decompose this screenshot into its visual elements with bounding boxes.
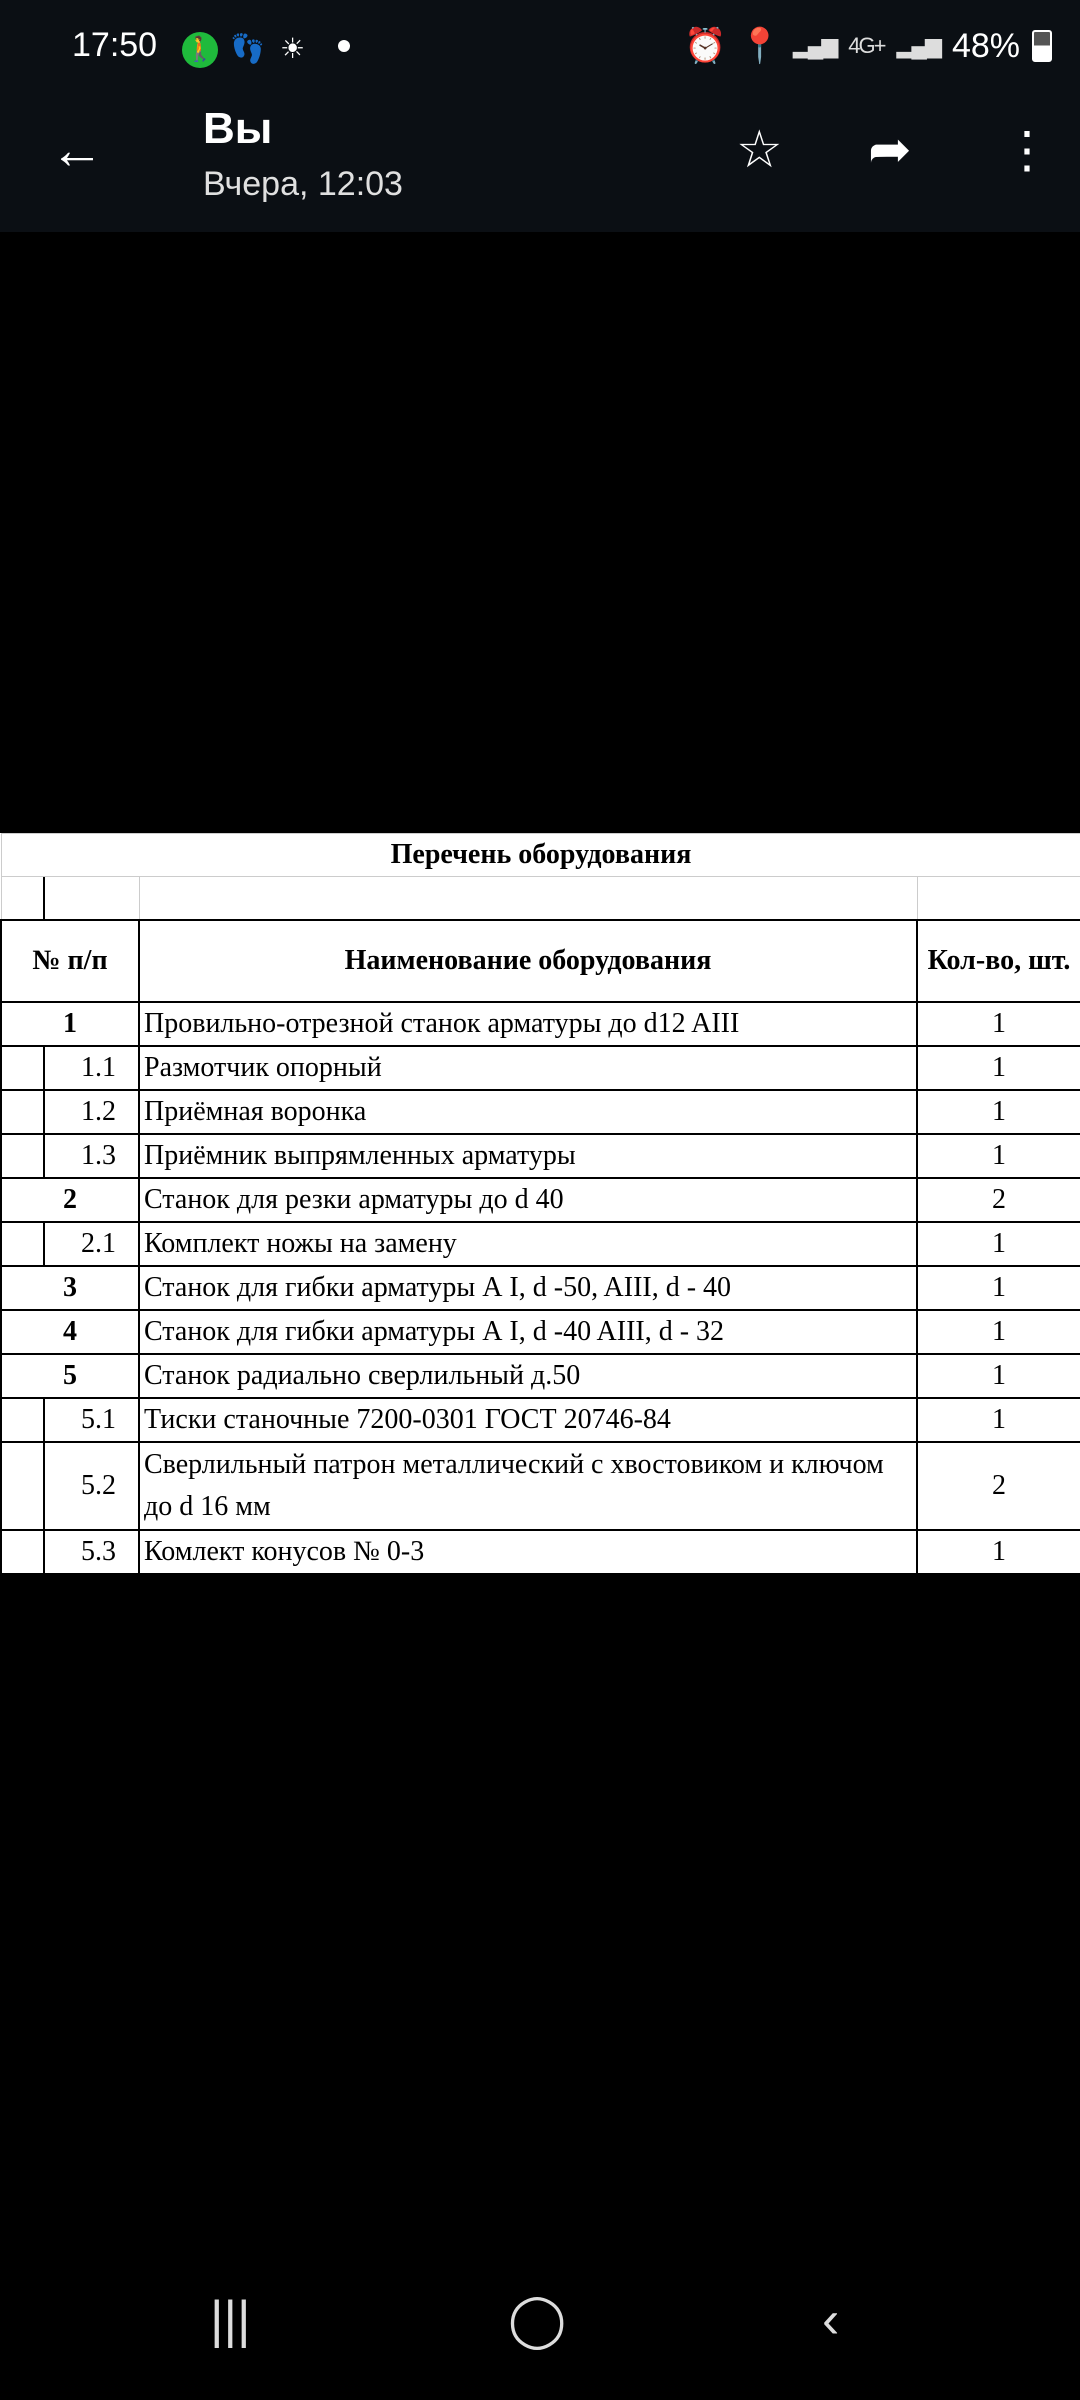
brightness-icon: ☀ — [280, 33, 306, 64]
column-header-qty: Кол-во, шт. — [916, 919, 1080, 1003]
navigation-bar: ||| ◯ ‹ — [0, 2260, 1080, 2400]
equipment-name: Сверлильный патрон металлический с хвост… — [138, 1441, 918, 1531]
row-number: 1.2 — [0, 1089, 140, 1135]
location-icon: 📍 — [738, 27, 781, 65]
footsteps-icon: 👣 — [230, 33, 265, 64]
more-vert-icon[interactable]: ⋮ — [1002, 122, 1052, 178]
back-arrow-icon[interactable]: ← — [50, 120, 104, 180]
equipment-name: Тиски станочные 7200-0301 ГОСТ 20746-84 — [138, 1397, 918, 1443]
equipment-name: Станок для гибки арматуры А I, d -40 AII… — [138, 1309, 918, 1355]
star-icon[interactable]: ☆ — [736, 121, 783, 179]
row-number: 1 — [0, 1001, 140, 1047]
signal-icon: ▂▄▆ — [896, 33, 942, 58]
back-icon[interactable]: ‹ — [822, 2291, 840, 2349]
row-number: 1.1 — [0, 1045, 140, 1091]
home-icon[interactable]: ◯ — [508, 2291, 567, 2349]
table-row: 3 Станок для гибки арматуры А I, d -50, A… — [0, 1265, 1080, 1311]
battery-percent: 48% — [951, 26, 1020, 65]
table-row: 5.2 Сверлильный патрон металлический с хв… — [0, 1441, 1080, 1531]
recent-apps-icon[interactable]: ||| — [210, 2291, 251, 2349]
table-row: 5 Станок радиально сверлильный д.50 1 — [0, 1353, 1080, 1399]
table-row: 5.3 Комлект конусов № 0-3 1 — [0, 1529, 1080, 1575]
table-header: № п/п Наименование оборудования Кол-во, … — [0, 919, 1080, 1003]
equipment-table: Перечень оборудования № п/п Наименование… — [0, 833, 1080, 1575]
equipment-name: Станок радиально сверлильный д.50 — [138, 1353, 918, 1399]
row-number: 4 — [0, 1309, 140, 1355]
table-row: 5.1 Тиски станочные 7200-0301 ГОСТ 20746-… — [0, 1397, 1080, 1443]
timestamp: Вчера, 12:03 — [203, 165, 403, 203]
quantity: 1 — [916, 1265, 1080, 1311]
quantity: 1 — [916, 1089, 1080, 1135]
row-number: 5.3 — [0, 1529, 140, 1575]
quantity: 1 — [916, 1221, 1080, 1267]
equipment-name: Приёмник выпрямленных арматуры — [138, 1133, 918, 1179]
row-number: 5.2 — [0, 1441, 140, 1531]
equipment-name: Приёмная воронка — [138, 1089, 918, 1135]
table-row: 1 Провильно-отрезной станок арматуры до d… — [0, 1001, 1080, 1047]
share-icon[interactable]: ➦ — [868, 121, 912, 179]
network-type: 4G+ — [848, 33, 886, 58]
table-row: 2.1 Комплект ножы на замену 1 — [0, 1221, 1080, 1267]
table-row: 2 Станок для резки арматуры до d 40 2 — [0, 1177, 1080, 1223]
row-number: 5.1 — [0, 1397, 140, 1443]
quantity: 1 — [916, 1133, 1080, 1179]
status-right: ⏰ 📍 ▂▄▆ 4G+ ▂▄▆ 48% — [684, 26, 1052, 66]
quantity: 1 — [916, 1001, 1080, 1047]
equipment-name: Комлект конусов № 0-3 — [138, 1529, 918, 1575]
quantity: 2 — [916, 1441, 1080, 1531]
quantity: 2 — [916, 1177, 1080, 1223]
equipment-name: Комплект ножы на замену — [138, 1221, 918, 1267]
table-row: 1.1 Размотчик опорный 1 — [0, 1045, 1080, 1091]
status-time: 17:50 — [72, 26, 158, 64]
row-number: 3 — [0, 1265, 140, 1311]
quantity: 1 — [916, 1045, 1080, 1091]
table-row: 4 Станок для гибки арматуры А I, d -40 AI… — [0, 1309, 1080, 1355]
row-number: 5 — [0, 1353, 140, 1399]
column-header-name: Наименование оборудования — [138, 919, 918, 1003]
app-bar: 17:50 🚶 👣 ☀ ⏰ 📍 ▂▄▆ 4G+ ▂▄▆ 48% ← Вы Вче… — [0, 0, 1080, 232]
row-number: 2 — [0, 1177, 140, 1223]
alarm-icon: ⏰ — [684, 27, 727, 65]
equipment-name: Станок для резки арматуры до d 40 — [138, 1177, 918, 1223]
equipment-name: Размотчик опорный — [138, 1045, 918, 1091]
equipment-name: Станок для гибки арматуры А I, d -50, AI… — [138, 1265, 918, 1311]
table-row: 1.2 Приёмная воронка 1 — [0, 1089, 1080, 1135]
signal-icon: ▂▄▆ — [792, 33, 838, 58]
equipment-image[interactable]: Перечень оборудования № п/п Наименование… — [0, 833, 1080, 1575]
equipment-name: Провильно-отрезной станок арматуры до d1… — [138, 1001, 918, 1047]
column-header-num: № п/п — [0, 919, 140, 1003]
table-title: Перечень оборудования — [0, 833, 1080, 877]
battery-icon — [1032, 30, 1052, 62]
quantity: 1 — [916, 1397, 1080, 1443]
notification-dot-icon — [338, 40, 350, 52]
row-number: 2.1 — [0, 1221, 140, 1267]
quantity: 1 — [916, 1353, 1080, 1399]
quantity: 1 — [916, 1309, 1080, 1355]
row-number: 1.3 — [0, 1133, 140, 1179]
walk-icon: 🚶 — [182, 32, 218, 68]
quantity: 1 — [916, 1529, 1080, 1575]
status-bar: 17:50 🚶 👣 ☀ ⏰ 📍 ▂▄▆ 4G+ ▂▄▆ 48% — [0, 22, 1080, 72]
sender-title: Вы — [203, 104, 273, 153]
table-row: 1.3 Приёмник выпрямленных арматуры 1 — [0, 1133, 1080, 1179]
